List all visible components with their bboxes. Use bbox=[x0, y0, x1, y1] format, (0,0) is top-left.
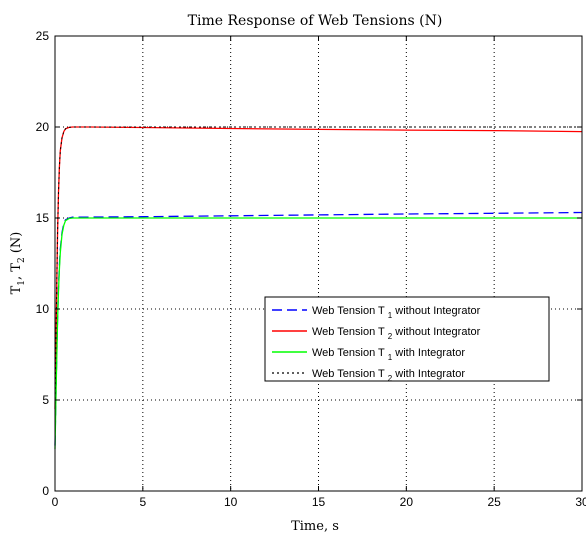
chart-title: Time Response of Web Tensions (N) bbox=[188, 13, 443, 29]
y-tick-label: 5 bbox=[42, 393, 49, 407]
x-axis-label: Time, s bbox=[291, 519, 339, 534]
legend-label-tail: without Integrator bbox=[392, 326, 480, 338]
legend-label-main: Web Tension T bbox=[312, 368, 385, 380]
legend-label-tail: with Integrator bbox=[392, 347, 465, 359]
y-tick-label: 10 bbox=[36, 302, 50, 316]
y-axis-label-main: T bbox=[9, 285, 24, 294]
y-tick-label: 15 bbox=[36, 211, 50, 225]
x-tick-label: 15 bbox=[312, 495, 326, 509]
y-tick-label: 20 bbox=[36, 120, 50, 134]
tick-layer: 0 5 10 15 20 25 30 0 5 10 15 20 25 bbox=[36, 29, 586, 509]
y-axis-label-tail: (N) bbox=[9, 232, 24, 258]
x-tick-label: 10 bbox=[224, 495, 238, 509]
legend-label-tail: without Integrator bbox=[392, 305, 480, 317]
legend-label-main: Web Tension T bbox=[312, 326, 385, 338]
x-tick-label: 25 bbox=[487, 495, 501, 509]
grid-layer bbox=[55, 36, 582, 491]
y-axis-label-sep: , T bbox=[9, 263, 24, 280]
y-tick-label: 25 bbox=[36, 29, 50, 43]
x-tick-label: 30 bbox=[575, 495, 586, 509]
legend-label-tail: with Integrator bbox=[392, 368, 465, 380]
x-tick-label: 0 bbox=[52, 495, 59, 509]
x-tick-label: 20 bbox=[400, 495, 414, 509]
y-tick-label: 0 bbox=[42, 484, 49, 498]
x-tick-label: 5 bbox=[139, 495, 146, 509]
y-axis-label: T1, T2 (N) bbox=[9, 232, 27, 295]
legend-label-main: Web Tension T bbox=[312, 305, 385, 317]
legend-label-main: Web Tension T bbox=[312, 347, 385, 359]
